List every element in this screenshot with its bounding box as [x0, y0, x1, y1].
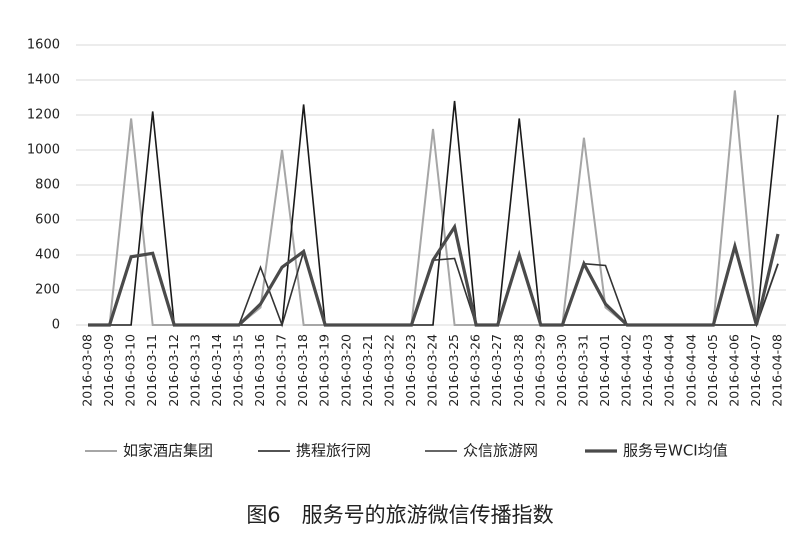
x-tick-label: 2016-03-21: [360, 334, 375, 407]
x-tick-label: 2016-04-02: [619, 334, 634, 407]
x-tick-label: 2016-03-29: [532, 334, 547, 407]
x-tick-label: 2016-03-13: [187, 334, 202, 407]
y-tick-label: 1000: [27, 143, 60, 158]
y-tick-label: 1600: [27, 38, 60, 53]
legend-label: 服务号WCI均值: [623, 442, 728, 460]
x-tick-label: 2016-04-03: [640, 334, 655, 407]
x-tick-label: 2016-03-25: [446, 334, 461, 407]
x-tick-label: 2016-04-05: [705, 334, 720, 407]
x-tick-label: 2016-03-31: [575, 334, 590, 407]
x-tick-label: 2016-03-14: [209, 334, 224, 407]
x-tick-label: 2016-04-01: [597, 334, 612, 407]
legend-label: 携程旅行网: [296, 442, 371, 460]
x-tick-label: 2016-03-15: [230, 334, 245, 407]
x-tick-label: 2016-03-24: [425, 334, 440, 407]
x-tick-label: 2016-04-04: [683, 334, 698, 407]
legend-label: 如家酒店集团: [123, 442, 213, 460]
x-tick-label: 2016-03-26: [468, 334, 483, 407]
x-tick-label: 2016-03-18: [295, 334, 310, 407]
x-tick-label: 2016-03-23: [403, 334, 418, 407]
x-tick-label: 2016-03-20: [338, 334, 353, 407]
chart-title: 图6 服务号的旅游微信传播指数: [246, 503, 553, 527]
x-tick-label: 2016-04-06: [726, 334, 741, 407]
x-tick-label: 2016-03-16: [252, 334, 267, 407]
x-tick-label: 2016-03-10: [123, 334, 138, 407]
series-line: [88, 222, 780, 327]
y-tick-label: 200: [35, 283, 60, 298]
y-tick-label: 0: [52, 318, 60, 333]
x-tick-label: 2016-04-08: [770, 334, 785, 407]
x-tick-label: 2016-04-04: [662, 334, 677, 407]
y-tick-label: 1400: [27, 73, 60, 88]
x-tick-label: 2016-03-28: [511, 334, 526, 407]
x-tick-label: 2016-03-22: [381, 334, 396, 407]
y-tick-label: 800: [35, 178, 60, 193]
x-tick-label: 2016-03-19: [317, 334, 332, 407]
x-tick-label: 2016-03-17: [274, 334, 289, 407]
y-tick-label: 400: [35, 248, 60, 263]
x-tick-label: 2016-04-07: [748, 334, 763, 407]
x-tick-label: 2016-03-09: [101, 334, 116, 407]
y-tick-label: 1200: [27, 108, 60, 123]
y-tick-label: 600: [35, 213, 60, 228]
x-tick-label: 2016-03-30: [554, 334, 569, 407]
x-tick-label: 2016-03-27: [489, 334, 504, 407]
x-tick-label: 2016-03-12: [166, 334, 181, 407]
x-tick-label: 2016-03-11: [144, 334, 159, 407]
legend-label: 众信旅游网: [463, 442, 538, 460]
x-tick-label: 2016-03-08: [80, 334, 95, 407]
